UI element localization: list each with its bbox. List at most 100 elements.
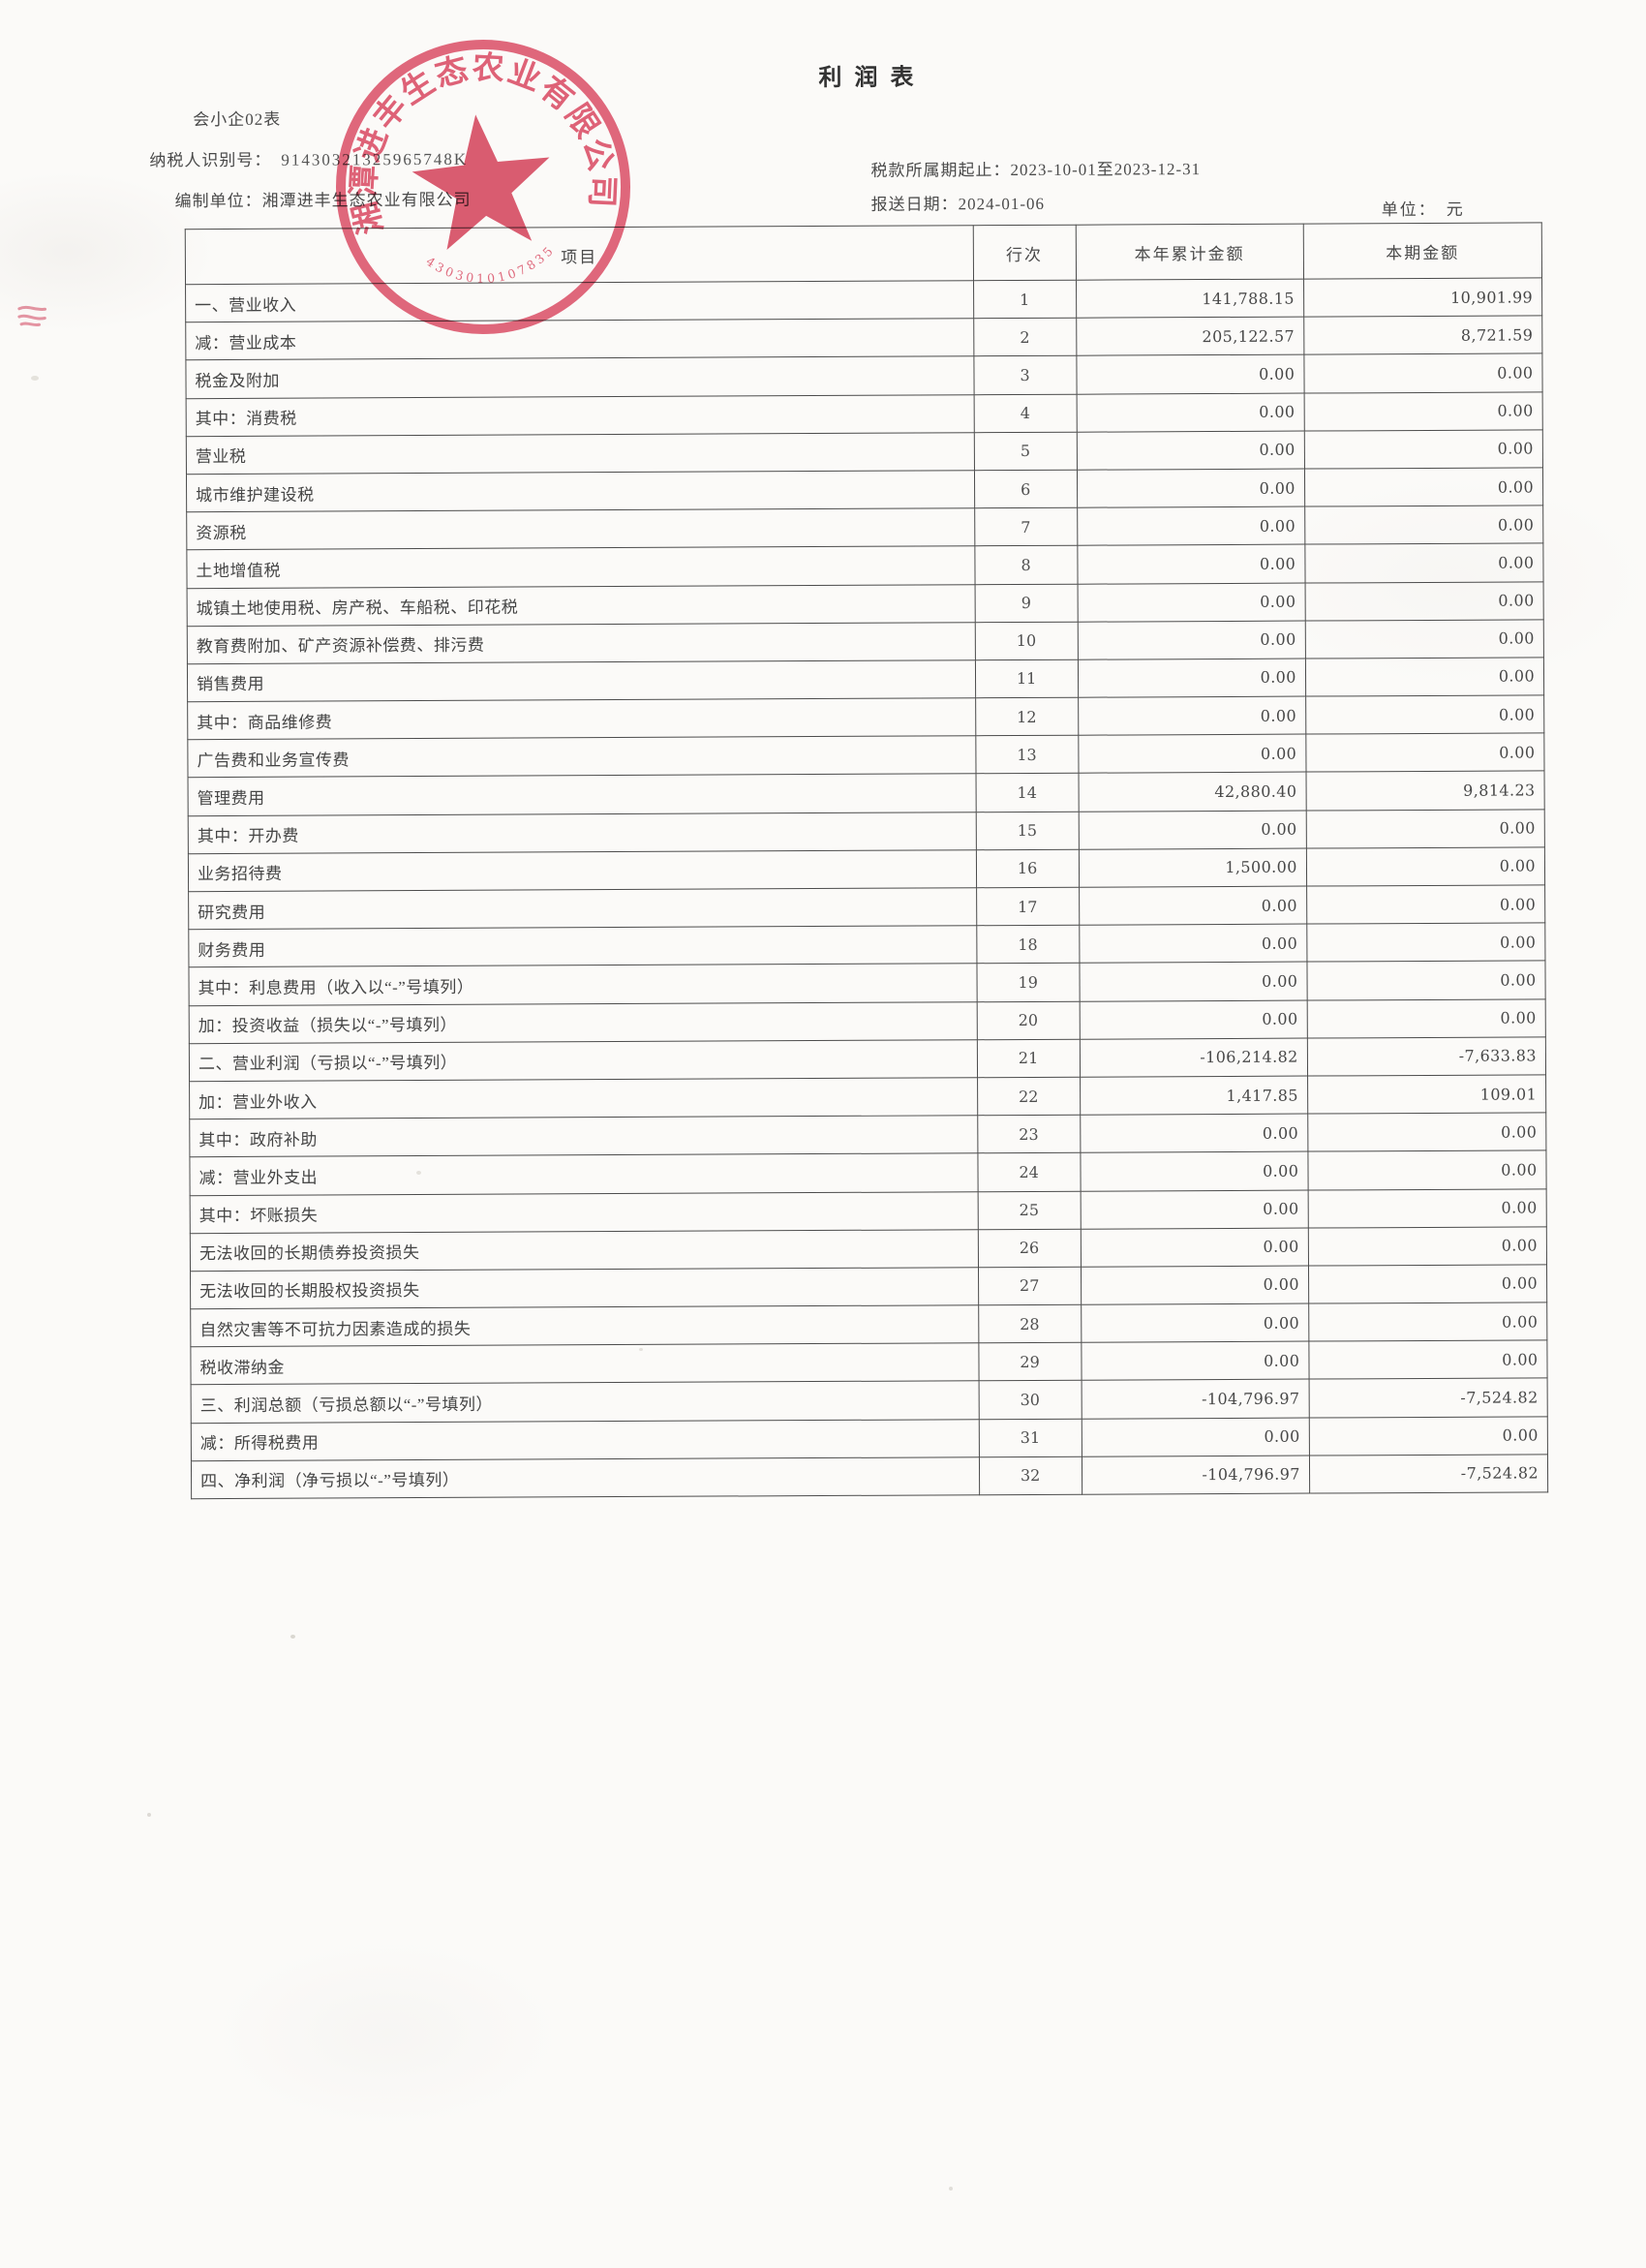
- table-row: 研究费用 17 0.00 0.00: [188, 884, 1545, 930]
- row-period: 0.00: [1305, 733, 1545, 773]
- table-row: 四、净利润（净亏损以“-”号填列） 32 -104,796.97 -7,524.82: [191, 1454, 1548, 1499]
- report-date-value: 2024-01-06: [958, 194, 1046, 214]
- row-item: 营业税: [186, 432, 975, 475]
- col-header-item: 项目: [185, 225, 974, 285]
- row-ytd: 0.00: [1077, 582, 1306, 622]
- row-period: 0.00: [1307, 1112, 1546, 1152]
- unit-label: 单位：: [1381, 199, 1437, 220]
- row-ytd: 0.00: [1080, 1114, 1308, 1153]
- row-item: 税收滞纳金: [190, 1342, 979, 1386]
- row-line: 4: [973, 393, 1077, 433]
- row-line: 29: [978, 1342, 1082, 1382]
- row-item: 二、营业利润（亏损以“-”号填列）: [189, 1039, 978, 1082]
- row-period: 0.00: [1307, 1150, 1547, 1190]
- row-item: 加：投资收益（损失以“-”号填列）: [189, 1001, 977, 1044]
- row-ytd: 0.00: [1081, 1265, 1309, 1305]
- row-period: 0.00: [1306, 998, 1546, 1038]
- row-line: 7: [974, 507, 1078, 547]
- row-ytd: 0.00: [1076, 392, 1305, 432]
- table-row: 自然灾害等不可抗力因素造成的损失 28 0.00 0.00: [190, 1302, 1547, 1347]
- table-row: 营业税 5 0.00 0.00: [186, 429, 1543, 475]
- tax-period-value: 2023-10-01至2023-12-31: [1010, 160, 1202, 180]
- row-item: 研究费用: [188, 887, 977, 930]
- row-item: 广告费和业务宣传费: [187, 735, 976, 779]
- table-row: 城市维护建设税 6 0.00 0.00: [186, 467, 1543, 512]
- profit-table-body: 一、营业收入 1 141,788.15 10,901.99 减：营业成本 2 205,122…: [185, 277, 1548, 1499]
- row-ytd: 0.00: [1077, 469, 1305, 508]
- row-period: 0.00: [1303, 353, 1543, 393]
- table-row: 业务招待费 16 1,500.00 0.00: [188, 846, 1545, 892]
- row-line: 6: [974, 470, 1078, 508]
- row-ytd: 0.00: [1080, 1227, 1309, 1268]
- row-ytd: 0.00: [1078, 734, 1306, 774]
- row-line: 22: [977, 1077, 1081, 1116]
- col-header-ytd: 本年累计金额: [1075, 224, 1304, 281]
- row-period: -7,524.82: [1309, 1454, 1548, 1494]
- row-line: 14: [975, 773, 1079, 812]
- table-row: 无法收回的长期债券投资损失 26 0.00 0.00: [190, 1226, 1547, 1272]
- row-period: 0.00: [1306, 961, 1546, 1000]
- row-ytd: 0.00: [1077, 544, 1305, 584]
- row-period: 0.00: [1307, 1188, 1547, 1228]
- row-line: 16: [975, 849, 1080, 888]
- table-row: 广告费和业务宣传费 13 0.00 0.00: [187, 733, 1545, 779]
- row-line: 18: [976, 925, 1080, 965]
- row-line: 31: [978, 1418, 1082, 1457]
- row-item: 销售费用: [187, 659, 976, 702]
- row-line: 26: [977, 1228, 1082, 1268]
- row-ytd: 0.00: [1080, 1151, 1308, 1191]
- table-row: 一、营业收入 1 141,788.15 10,901.99: [185, 277, 1542, 322]
- row-period: 0.00: [1306, 846, 1545, 887]
- row-item: 城市维护建设税: [186, 470, 975, 512]
- row-item: 土地增值税: [186, 546, 975, 589]
- row-ytd: 0.00: [1077, 620, 1306, 660]
- row-line: 28: [978, 1304, 1082, 1343]
- tax-period-label: 税款所属期起止：: [870, 161, 1011, 180]
- row-line: 12: [975, 697, 1079, 736]
- row-line: 1: [973, 280, 1077, 319]
- row-line: 23: [977, 1115, 1081, 1154]
- row-line: 15: [975, 811, 1080, 850]
- table-row: 其中：坏账损失 25 0.00 0.00: [190, 1188, 1547, 1234]
- row-period: -7,633.83: [1307, 1036, 1546, 1076]
- row-ytd: 42,880.40: [1078, 772, 1306, 812]
- row-ytd: 205,122.57: [1076, 317, 1304, 356]
- row-line: 20: [976, 1000, 1080, 1040]
- row-line: 21: [976, 1038, 1081, 1078]
- row-item: 城镇土地使用税、房产税、车船税、印花税: [187, 584, 975, 627]
- row-line: 2: [973, 318, 1077, 357]
- row-period: 0.00: [1304, 581, 1544, 621]
- table-row: 无法收回的长期股权投资损失 27 0.00 0.00: [190, 1264, 1547, 1309]
- row-line: 19: [976, 963, 1080, 1002]
- profit-table: 项目 行次 本年累计金额 本期金额 一、营业收入 1 141,788.15 10,90…: [185, 222, 1548, 1499]
- row-item: 业务招待费: [188, 849, 977, 892]
- row-item: 减：所得税费用: [191, 1419, 980, 1461]
- row-item: 四、净利润（净亏损以“-”号填列）: [191, 1456, 980, 1499]
- prepared-by-line: 编制单位：湘潭进丰生态农业有限公司: [175, 186, 472, 211]
- prepared-by-label: 编制单位：: [174, 191, 262, 211]
- row-item: 管理费用: [188, 774, 976, 816]
- row-line: 32: [979, 1456, 1082, 1495]
- page-title: 利润表: [818, 65, 927, 92]
- row-period: 9,814.23: [1305, 771, 1545, 811]
- col-header-period: 本期金额: [1303, 222, 1542, 280]
- row-item: 减：营业外支出: [189, 1153, 978, 1196]
- row-period: 0.00: [1308, 1340, 1548, 1380]
- row-ytd: 0.00: [1078, 810, 1307, 850]
- row-item: 财务费用: [188, 925, 977, 968]
- table-row: 销售费用 11 0.00 0.00: [187, 657, 1544, 702]
- row-ytd: 0.00: [1076, 354, 1304, 394]
- row-period: 0.00: [1303, 391, 1543, 431]
- row-item: 税金及附加: [185, 356, 974, 399]
- row-ytd: 0.00: [1081, 1417, 1310, 1457]
- row-ytd: -106,214.82: [1079, 1037, 1308, 1078]
- table-row: 减：所得税费用 31 0.00 0.00: [191, 1416, 1548, 1461]
- row-period: 0.00: [1304, 543, 1544, 583]
- row-ytd: 0.00: [1079, 962, 1307, 1001]
- row-item: 加：营业外收入: [189, 1077, 978, 1119]
- row-period: 0.00: [1304, 467, 1543, 507]
- row-ytd: 1,500.00: [1079, 847, 1307, 888]
- row-ytd: -104,796.97: [1081, 1379, 1310, 1419]
